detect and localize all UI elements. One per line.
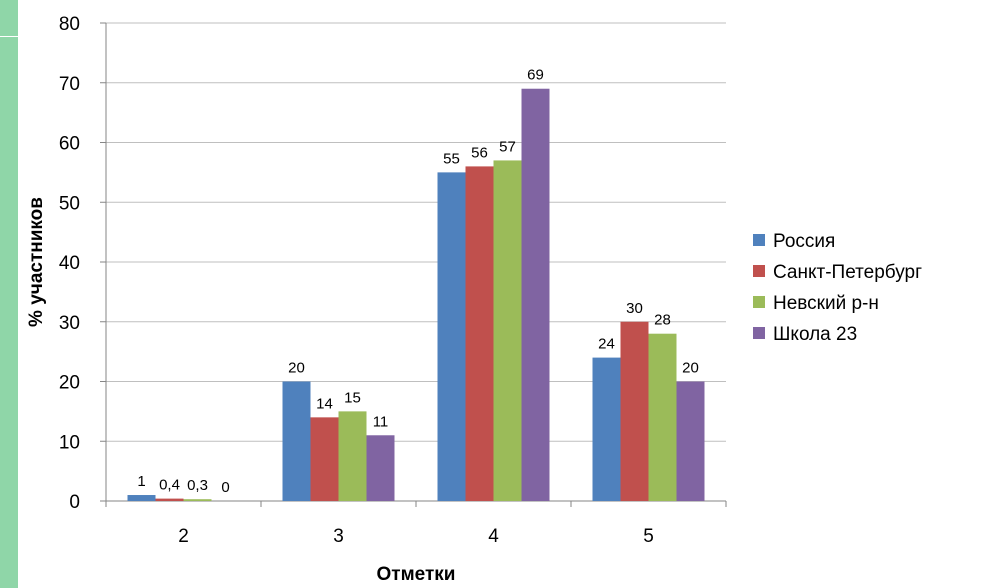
legend-swatch	[753, 327, 765, 339]
y-axis-title: % участников	[26, 197, 47, 327]
y-tick-label: 0	[69, 492, 80, 513]
data-label: 11	[373, 413, 389, 430]
data-label: 30	[626, 300, 643, 317]
legend: Россия Санкт-Петербург Невский р-н Школа 23	[753, 231, 922, 345]
data-label: 1	[137, 473, 145, 490]
bar	[366, 435, 395, 501]
data-label: 28	[654, 312, 671, 329]
y-tick-label: 40	[59, 253, 80, 274]
y-tick-label: 80	[59, 14, 80, 35]
data-label: 20	[288, 360, 305, 377]
y-tick-label: 50	[59, 193, 80, 214]
bar	[620, 321, 649, 501]
y-tick-label: 60	[59, 134, 80, 155]
bar	[437, 172, 466, 501]
legend-swatch	[753, 296, 765, 308]
bar	[338, 411, 367, 501]
decorative-side-strip	[0, 0, 18, 588]
y-tick-label: 20	[59, 373, 80, 394]
data-label: 0,4	[159, 477, 180, 494]
y-tick-label: 70	[59, 74, 80, 95]
data-label: 0	[221, 479, 229, 496]
y-tick-label: 10	[59, 432, 80, 453]
data-label: 55	[443, 150, 460, 167]
x-axis-title: Отметки	[377, 564, 456, 585]
x-tick-label: 2	[178, 526, 189, 547]
data-label: 15	[344, 389, 361, 406]
legend-swatch	[753, 234, 765, 246]
bar	[676, 381, 705, 501]
legend-label: Школа 23	[773, 324, 857, 345]
decorative-side-tick	[0, 36, 18, 37]
data-label: 56	[471, 144, 488, 161]
y-tick-label: 30	[59, 313, 80, 334]
legend-label: Санкт-Петербург	[773, 262, 922, 283]
bar	[465, 166, 494, 501]
data-label: 24	[598, 336, 615, 353]
legend-swatch	[753, 265, 765, 277]
data-label: 14	[316, 395, 333, 412]
data-labels: 1 0,4 0,3 0 20 14 15 11 55 56 57 69 24 30 28 20	[137, 67, 699, 496]
bar	[521, 88, 550, 501]
legend-label: Невский р-н	[773, 293, 879, 314]
bar	[648, 333, 677, 501]
x-axis-ticks: 2 3 4 5	[105, 501, 727, 547]
bar	[493, 160, 522, 502]
legend-label: Россия	[773, 231, 835, 252]
bar	[592, 357, 621, 501]
bars	[127, 88, 705, 502]
data-label: 20	[682, 360, 699, 377]
bar	[155, 498, 184, 501]
bar	[310, 417, 339, 501]
bar	[127, 495, 156, 501]
bar	[282, 381, 311, 501]
x-tick-label: 4	[488, 526, 499, 547]
data-label: 69	[527, 67, 544, 84]
data-label: 0,3	[187, 477, 208, 494]
x-tick-label: 5	[643, 526, 654, 547]
x-tick-label: 3	[333, 526, 344, 547]
data-label: 57	[499, 138, 516, 155]
y-axis-ticks: 0 10 20 30 40 50 60 70 80	[59, 14, 107, 513]
bar	[183, 499, 212, 501]
